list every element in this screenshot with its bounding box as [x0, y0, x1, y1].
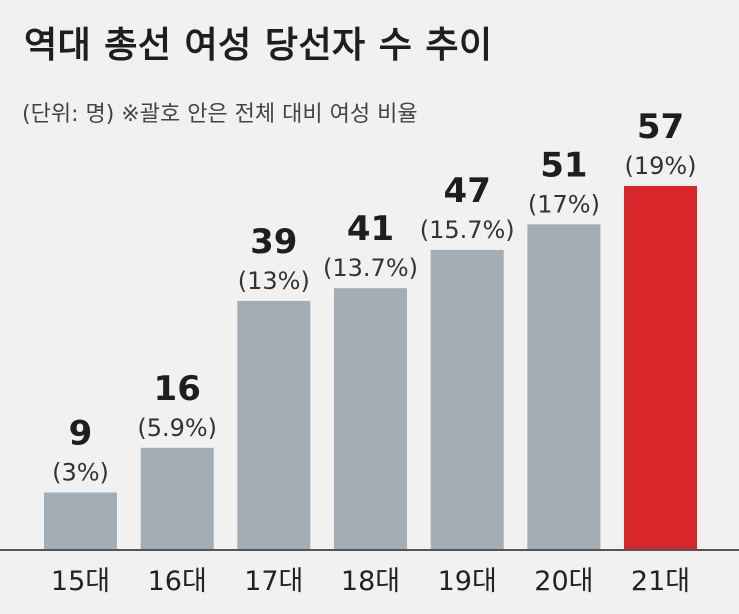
chart-title: 역대 총선 여성 당선자 수 추이: [24, 25, 493, 66]
x-tick-label: 17대: [244, 566, 303, 597]
percent-label: (5.9%): [137, 414, 217, 442]
value-label: 47: [444, 171, 491, 211]
percent-label: (19%): [624, 152, 696, 180]
value-label: 57: [637, 107, 684, 147]
bar-18대: [334, 288, 407, 550]
bar-16대: [140, 447, 214, 550]
value-label: 41: [347, 209, 394, 249]
labels-group: (3%) 9 (5.9%) 16 (13%) 39 (13.7%) 41 (15.7%) 47 (1…: [52, 107, 696, 487]
x-tick-label: 16대: [148, 566, 207, 597]
x-tick-label: 19대: [438, 566, 497, 597]
x-tick-label: 20대: [534, 566, 593, 597]
percent-label: (13%): [238, 267, 310, 295]
percent-label: (13.7%): [323, 254, 418, 282]
bar-21대: [624, 186, 697, 550]
bars-group: [44, 186, 697, 551]
value-label: 9: [69, 414, 93, 454]
bar-19대: [430, 249, 504, 550]
value-label: 16: [154, 369, 201, 409]
bar-15대: [44, 492, 117, 550]
x-tick-label: 15대: [51, 566, 110, 597]
x-ticks-group: 15대 16대 17대 18대 19대 20대 21대: [51, 566, 690, 597]
chart-subtitle: (단위: 명) ※괄호 안은 전체 대비 여성 비율: [22, 102, 418, 127]
bar-17대: [237, 300, 311, 550]
x-tick-label: 18대: [341, 566, 400, 597]
x-tick-label: 21대: [631, 566, 690, 597]
bar-20대: [527, 224, 601, 551]
percent-label: (15.7%): [420, 216, 515, 244]
value-label: 39: [250, 222, 297, 262]
value-label: 51: [540, 145, 587, 185]
percent-label: (3%): [52, 459, 109, 487]
percent-label: (17%): [528, 190, 600, 218]
